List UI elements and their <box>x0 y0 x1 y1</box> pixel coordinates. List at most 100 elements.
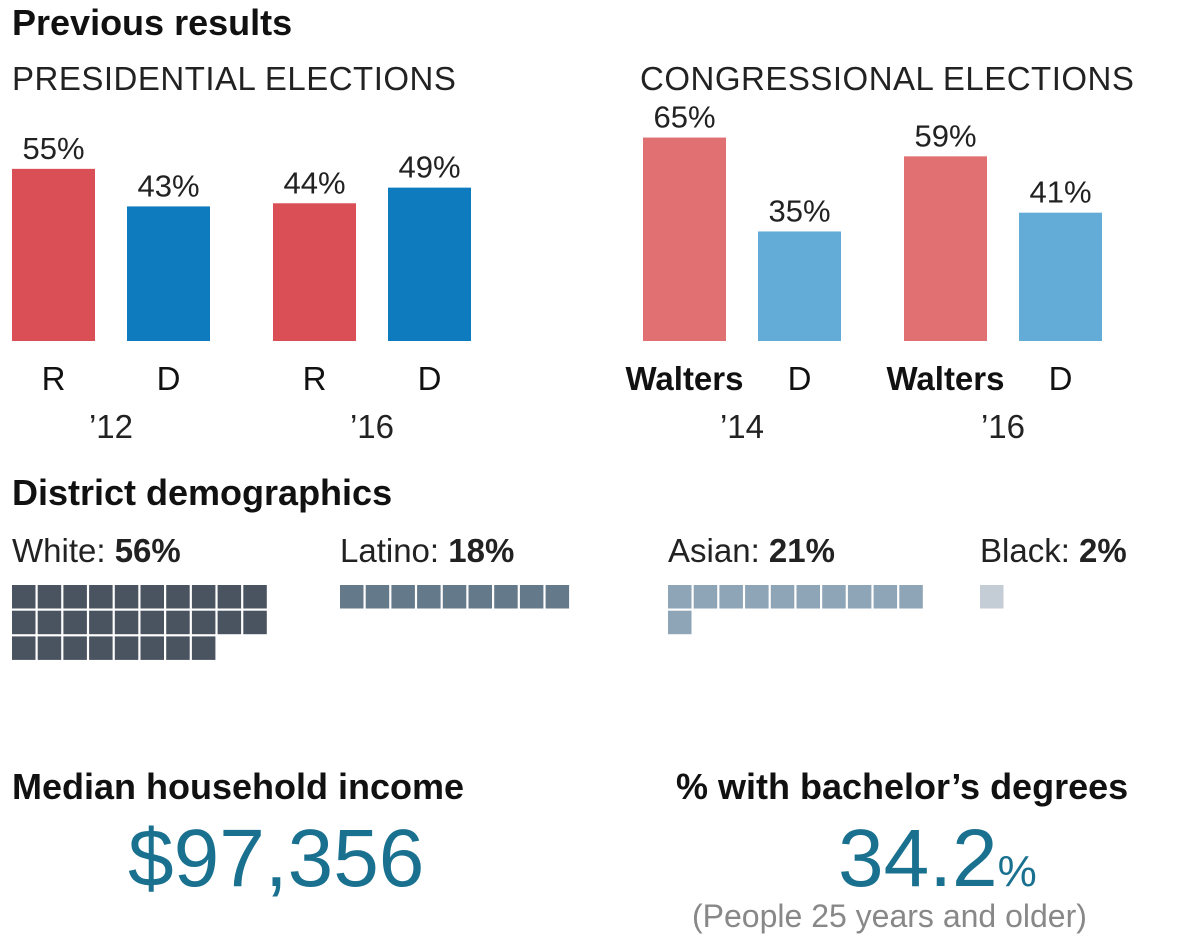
waffle-cell-white <box>217 610 242 635</box>
bachelors-stat: 34.2% <box>838 812 1037 906</box>
waffle-cell-asian <box>847 585 872 609</box>
waffle-cell-white <box>166 610 190 635</box>
waffle-cell-asian <box>745 585 769 609</box>
demo-asian-value: 21% <box>768 532 835 569</box>
pres-16-r-category-label: R <box>303 360 327 397</box>
demo-black-value: 2% <box>1079 532 1127 569</box>
median-income-title: Median household income <box>12 766 465 807</box>
waffle-cell-white <box>37 636 62 660</box>
waffle-cell-asian <box>899 585 923 609</box>
waffle-cell-white <box>140 585 164 609</box>
demo-label-white: White: 56% <box>12 532 181 569</box>
demo-label-latino: Latino: 18% <box>340 532 515 569</box>
cong-16-r-value-label: 59% <box>914 118 976 153</box>
waffle-cell-asian <box>770 585 795 609</box>
waffle-cell-latino <box>391 585 415 609</box>
demo-latino-name: Latino <box>340 532 430 569</box>
congressional-chart-title: CONGRESSIONAL ELECTIONS <box>640 60 1135 97</box>
cong-14-d-bar <box>758 231 841 341</box>
cong-16-r-category-label: Walters <box>887 360 1005 397</box>
waffle-cell-asian <box>822 585 846 609</box>
pres-12-d-bar <box>127 206 210 341</box>
demo-label-asian: Asian: 21% <box>668 532 835 569</box>
waffle-cell-white <box>191 636 216 660</box>
waffle-cell-white <box>63 636 87 660</box>
waffle-cell-latino <box>442 585 467 609</box>
waffle-cell-asian <box>668 585 692 609</box>
waffle-cell-asian <box>719 585 743 609</box>
pres-16-r-bar <box>273 203 356 341</box>
demo-black-name: Black <box>980 532 1061 569</box>
median-income-value: $97,356 <box>128 813 425 904</box>
waffle-cell-white <box>12 585 36 609</box>
waffle-cell-white <box>63 585 87 609</box>
cong-14-r-value-label: 65% <box>653 100 715 135</box>
cong-14-r-category-label: Walters <box>626 360 744 397</box>
cong-14-d-value-label: 35% <box>768 193 830 228</box>
waffle-cell-white <box>191 585 216 609</box>
waffle-cell-latino <box>340 585 364 609</box>
waffle-cell-white <box>243 610 267 635</box>
demo-white-name: White <box>12 532 97 569</box>
waffle-cell-latino <box>545 585 570 609</box>
cong-14-r-bar <box>643 137 726 341</box>
waffle-cell-latino <box>365 585 390 609</box>
pres-12-r-bar <box>12 168 95 341</box>
waffle-cell-latino <box>468 585 492 609</box>
demo-asian-name: Asian <box>668 532 751 569</box>
waffle-cell-black <box>980 585 1004 609</box>
cong-year-label-16: ’16 <box>981 408 1025 445</box>
waffle-cell-white <box>89 610 113 635</box>
waffle-cell-white <box>191 610 216 635</box>
waffle-cell-white <box>140 610 164 635</box>
cong-14-d-category-label: D <box>788 360 812 397</box>
pres-16-d-bar <box>388 187 471 341</box>
waffle-cell-white <box>89 585 113 609</box>
cong-16-d-bar <box>1019 212 1102 341</box>
pres-12-d-value-label: 43% <box>137 168 199 203</box>
pres-year-label-12: ’12 <box>89 408 133 445</box>
waffle-cell-white <box>114 636 139 660</box>
waffle-cell-latino <box>494 585 518 609</box>
bachelors-unit: % <box>997 847 1037 896</box>
cong-16-d-category-label: D <box>1049 360 1073 397</box>
demo-latino-value: 18% <box>448 532 515 569</box>
pres-12-d-category-label: D <box>157 360 181 397</box>
waffle-cell-white <box>114 610 139 635</box>
waffle-cell-white <box>12 636 36 660</box>
waffle-cell-white <box>37 585 62 609</box>
waffle-cell-white <box>243 585 267 609</box>
waffle-cell-white <box>217 585 242 609</box>
cong-year-label-14: ’14 <box>720 408 764 445</box>
waffle-cell-asian <box>873 585 898 609</box>
waffle-cell-latino <box>519 585 544 609</box>
demographics-waffle-charts <box>12 585 1004 660</box>
bachelors-value: 34.2 <box>838 813 998 904</box>
bachelors-note: (People 25 years and older) <box>692 898 1087 934</box>
district-demographics-heading: District demographics <box>12 472 393 513</box>
pres-16-d-category-label: D <box>418 360 442 397</box>
pres-16-d-value-label: 49% <box>398 150 460 185</box>
waffle-cell-latino <box>417 585 441 609</box>
demo-white-value: 56% <box>114 532 181 569</box>
waffle-cell-white <box>140 636 164 660</box>
election-bar-charts: 55% R 43% D ’12 44% R 49% D ’16 65% Walters 35% D ’14 5… <box>12 100 1102 445</box>
pres-year-label-16: ’16 <box>350 408 394 445</box>
previous-results-heading: Previous results <box>12 2 293 43</box>
waffle-cell-white <box>37 610 62 635</box>
waffle-cell-asian <box>693 585 718 609</box>
waffle-cell-white <box>166 636 190 660</box>
presidential-chart-title: PRESIDENTIAL ELECTIONS <box>12 60 457 97</box>
cong-16-d-value-label: 41% <box>1029 175 1091 210</box>
demo-label-black: Black: 2% <box>980 532 1127 569</box>
cong-16-r-bar <box>904 156 987 341</box>
waffle-cell-white <box>166 585 190 609</box>
waffle-cell-white <box>89 636 113 660</box>
waffle-cell-asian <box>668 610 692 635</box>
waffle-cell-white <box>114 585 139 609</box>
waffle-cell-white <box>12 610 36 635</box>
pres-16-r-value-label: 44% <box>283 165 345 200</box>
pres-12-r-value-label: 55% <box>22 131 84 166</box>
pres-12-r-category-label: R <box>42 360 66 397</box>
bachelors-title: % with bachelor’s degrees <box>676 766 1129 807</box>
